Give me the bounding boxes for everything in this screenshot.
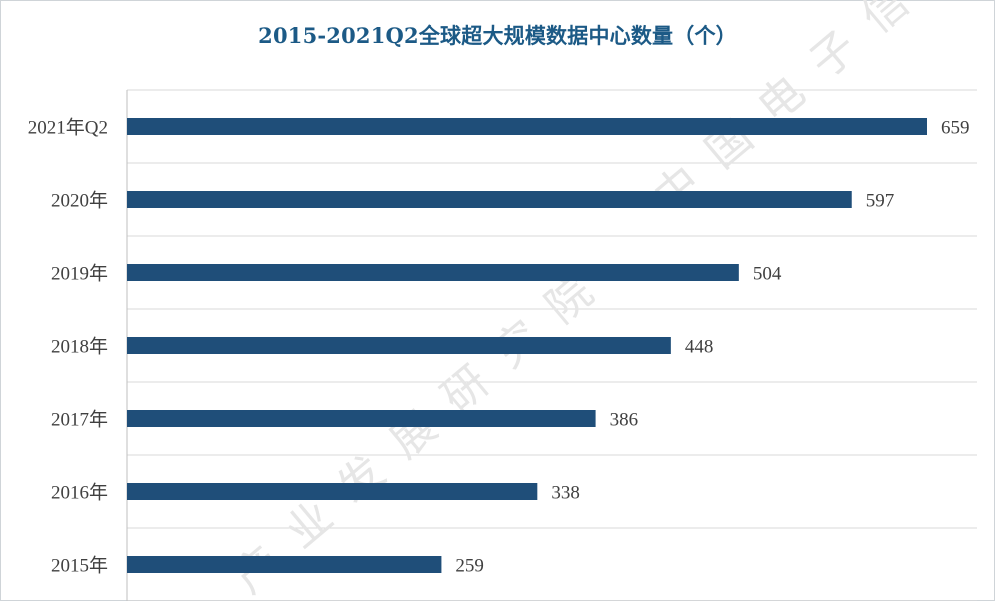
chart-title: 2015-2021Q2全球超大规模数据中心数量（个）: [258, 23, 737, 48]
bar: [127, 337, 671, 354]
category-tick-label: 2021年Q2: [28, 117, 108, 139]
data-label: 259: [455, 556, 484, 577]
data-label: 386: [610, 410, 639, 431]
category-tick-label: 2015年: [51, 555, 108, 577]
bar: [127, 410, 596, 427]
data-label: 448: [685, 337, 714, 358]
category-tick-label: 2018年: [51, 336, 108, 358]
bars: [127, 118, 927, 573]
data-label: 659: [941, 118, 970, 139]
bar: [127, 118, 927, 135]
category-tick-label: 2016年: [51, 482, 108, 504]
watermark-glyph: 信: [852, 0, 918, 43]
gridlines: [126, 89, 977, 601]
data-label: 338: [551, 483, 580, 504]
data-label: 597: [866, 191, 895, 212]
bar: [127, 483, 538, 500]
bar: [127, 191, 852, 208]
bar: [127, 556, 442, 573]
watermark-glyph: 发: [328, 446, 394, 513]
watermark-glyph: 中: [644, 156, 710, 223]
category-tick-label: 2017年: [51, 409, 108, 431]
bar: [127, 264, 739, 281]
data-label: 504: [753, 264, 782, 285]
category-tick-label: 2019年: [51, 263, 108, 285]
watermark-glyph: 子: [800, 21, 866, 88]
labels: 2021年Q2 659 2020年 597 2019年 504 2018年 448 2017年 3…: [28, 117, 970, 577]
category-tick-label: 2020年: [51, 190, 108, 212]
watermark-glyph: 业: [276, 491, 342, 558]
